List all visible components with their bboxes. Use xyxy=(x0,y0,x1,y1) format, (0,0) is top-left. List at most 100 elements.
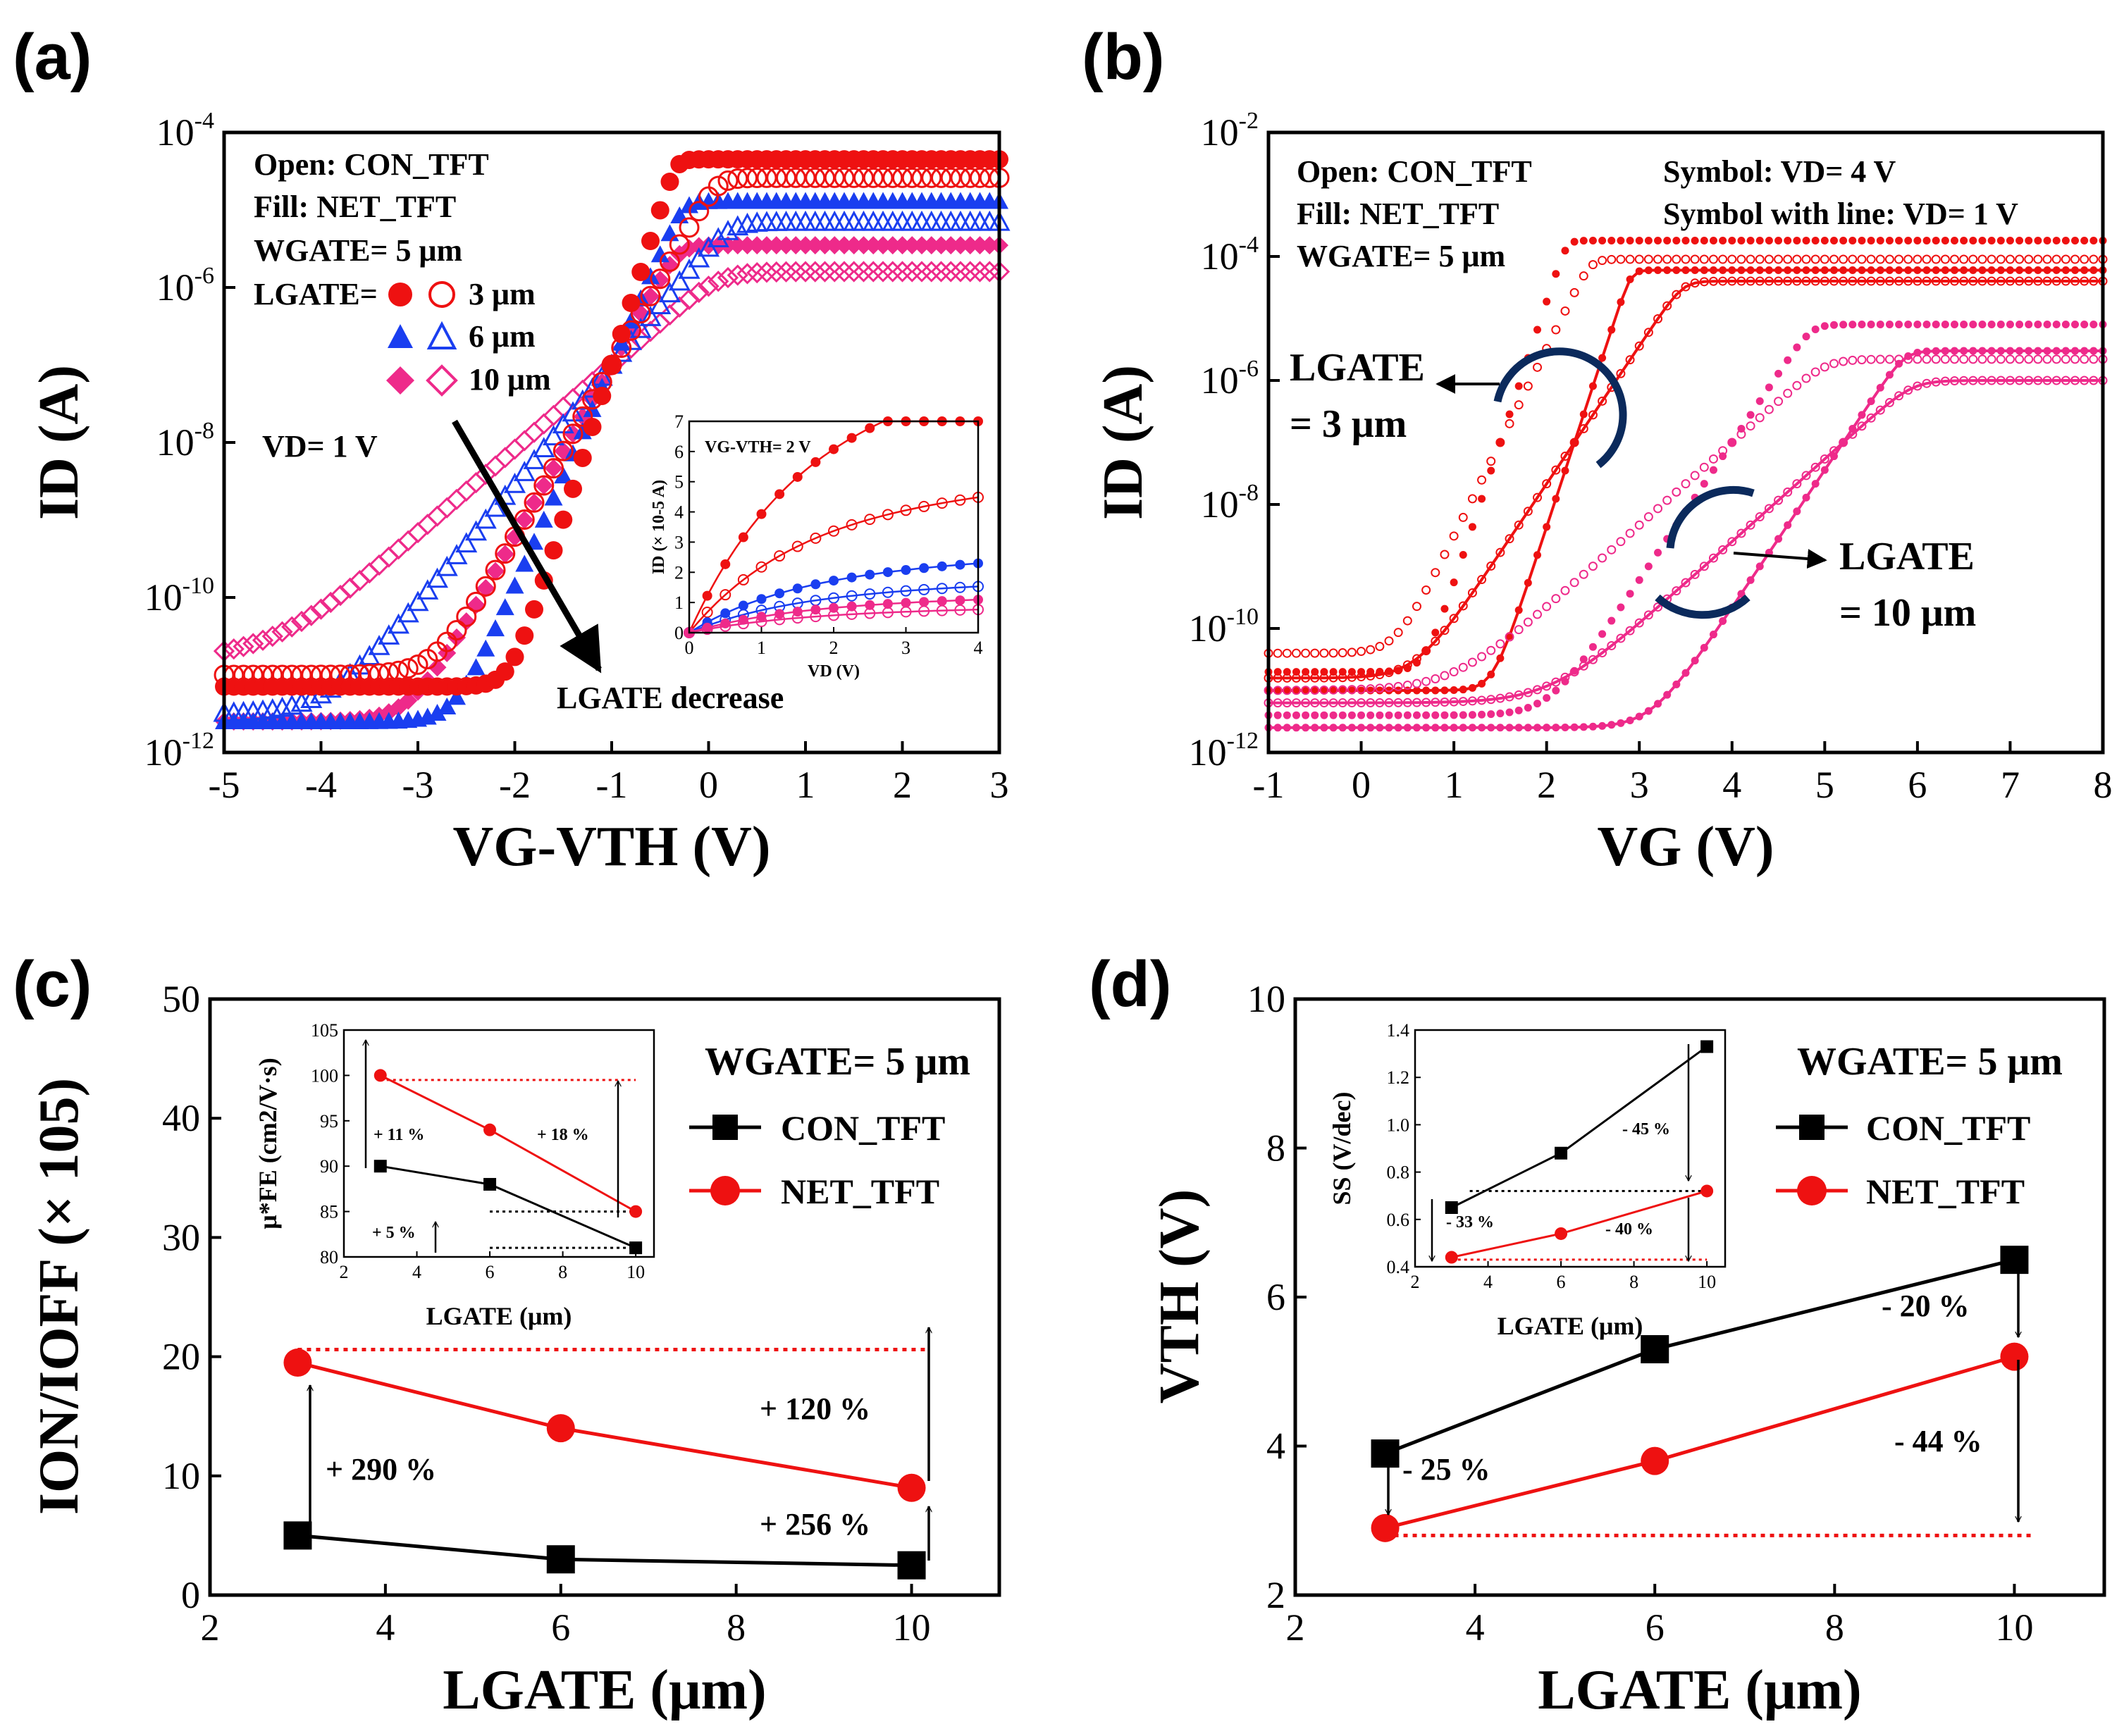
b-point xyxy=(1634,520,1644,530)
b-point xyxy=(2015,354,2025,364)
b-point xyxy=(1393,628,1403,638)
ai-ytick-label: 7 xyxy=(674,411,684,432)
b-point xyxy=(2061,354,2070,364)
b-point xyxy=(1978,266,1987,275)
panel-b-chart: -1 0 1 2 3 4 5 6 7 8 10-12 10-10 10-8 10-6 10-4 10-2 ID… xyxy=(1092,108,2113,878)
b-point xyxy=(1784,356,1792,364)
a-point xyxy=(970,236,989,255)
b-point xyxy=(1755,413,1765,423)
a-point xyxy=(486,619,505,637)
b-point xyxy=(1551,465,1561,475)
panel-label-c: (c) xyxy=(13,948,92,1020)
b-point xyxy=(1449,697,1459,707)
b-point xyxy=(1301,686,1311,695)
a-point xyxy=(786,236,805,255)
lin-ytick-label: 10 xyxy=(162,1455,200,1497)
b-point xyxy=(1792,254,1802,264)
a-point xyxy=(641,232,660,251)
b-point xyxy=(1273,686,1282,695)
b-point xyxy=(1477,695,1487,705)
b-point xyxy=(1718,545,1728,554)
b-xtick-label: 4 xyxy=(1722,764,1741,806)
a-point xyxy=(784,210,807,231)
b-point xyxy=(1866,413,1876,423)
b-point xyxy=(1393,698,1403,707)
panel-d-legend: WGATE= 5 μm CON_TFT NET_TFT xyxy=(1776,1040,2063,1211)
ai-point xyxy=(882,567,893,578)
panel-d-inset-annot-33: - 33 % xyxy=(1446,1213,1494,1232)
panel-d-frame xyxy=(1293,997,2106,1597)
b-point xyxy=(1848,321,1857,329)
a-point xyxy=(804,261,826,283)
a-point xyxy=(939,210,962,231)
b-point xyxy=(1977,254,1987,264)
b-point xyxy=(2061,237,2070,245)
a-point xyxy=(922,236,941,255)
b-point xyxy=(1588,410,1598,420)
b-point xyxy=(1903,385,1913,395)
b-point xyxy=(1579,237,1588,245)
b-point xyxy=(2051,254,2061,264)
b-point xyxy=(1560,306,1570,316)
ai-point xyxy=(774,588,785,599)
ai-xtick-label: 3 xyxy=(901,638,910,658)
b-point xyxy=(1357,698,1366,708)
b-point xyxy=(2080,237,2089,245)
b-point xyxy=(1533,551,1542,559)
b-point xyxy=(1450,724,1458,732)
b-point xyxy=(1653,314,1663,323)
b-point xyxy=(2034,347,2042,355)
b-point xyxy=(1718,446,1728,456)
b-point xyxy=(1867,266,1875,275)
b-ytick-label: 10-8 xyxy=(1201,480,1259,526)
a-point xyxy=(689,201,710,222)
b-point xyxy=(1690,569,1700,579)
b-point xyxy=(1867,321,1875,329)
inset-xtick-label: 4 xyxy=(412,1262,421,1282)
b-point xyxy=(1960,347,1968,355)
b-point xyxy=(2034,321,2042,329)
b-point xyxy=(1514,724,1523,732)
ai-point xyxy=(720,559,731,569)
b-point xyxy=(1654,237,1662,245)
b-point xyxy=(1552,724,1560,732)
b-point xyxy=(1709,237,1717,245)
b-point xyxy=(1922,237,1931,245)
b-point xyxy=(1273,668,1282,676)
b-point xyxy=(1329,686,1338,695)
a-point xyxy=(630,303,651,324)
b-point xyxy=(1588,382,1597,390)
a-point xyxy=(436,497,458,519)
panel-c-legend-net: NET_TFT xyxy=(781,1172,939,1211)
ai-point xyxy=(774,614,786,626)
ai-point xyxy=(954,604,966,616)
a-point xyxy=(853,261,875,283)
b-point xyxy=(1839,266,1848,275)
b-point xyxy=(1728,237,1736,245)
inset-point xyxy=(629,1241,643,1255)
a-point xyxy=(524,492,545,513)
b-point xyxy=(1801,471,1811,480)
b-point xyxy=(2051,354,2061,364)
ai-point xyxy=(737,618,749,630)
b-point xyxy=(1273,711,1282,719)
panel-c-annot-256: + 256 % xyxy=(760,1507,870,1542)
b-xtick-label: 3 xyxy=(1630,764,1649,806)
b-point xyxy=(1784,521,1792,529)
b-point xyxy=(1477,475,1487,485)
b-point xyxy=(1820,254,1829,264)
b-point xyxy=(1654,548,1662,557)
b-point xyxy=(1672,290,1681,299)
b-point xyxy=(2080,376,2089,385)
a-point xyxy=(445,544,468,564)
panel-a-legend: Open: CON_TFT Fill: NET_TFT WGATE= 5 μm … xyxy=(254,147,551,397)
a-point xyxy=(320,591,342,614)
b-point xyxy=(1616,254,1626,264)
b-point xyxy=(1385,686,1393,695)
ai-point xyxy=(829,576,839,586)
panel-c-inset-annot-5: + 5 % xyxy=(372,1224,416,1242)
ai-point xyxy=(791,540,803,552)
b-point xyxy=(1311,668,1319,676)
a-point xyxy=(436,555,458,576)
a-point xyxy=(505,576,524,594)
